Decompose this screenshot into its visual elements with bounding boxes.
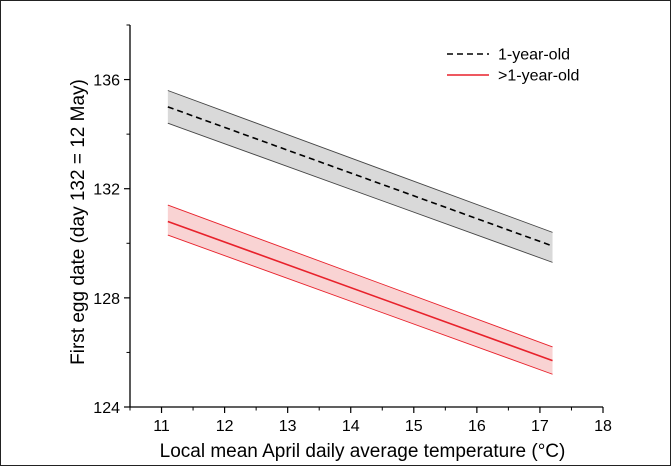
x-tick-label: 14 xyxy=(342,418,360,435)
axes xyxy=(129,25,603,408)
legend: 1-year-old >1-year-old xyxy=(447,47,579,85)
older-than-one-year-ci-lower-line xyxy=(167,234,553,375)
x-tick-label: 12 xyxy=(216,418,234,435)
older-than-one-year-ci-band xyxy=(167,205,553,375)
confidence-bands xyxy=(167,90,553,375)
y-axis-title: First egg date (day 132 = 12 May) xyxy=(68,79,89,365)
tick-marks: 11 12 13 14 15 16 17 18 124 128 132 136 xyxy=(93,24,612,435)
older-than-one-year-ci-upper-line xyxy=(167,204,553,348)
x-axis-title: Local mean April daily average temperatu… xyxy=(160,441,566,462)
one-year-old-ci-upper-line xyxy=(167,90,553,233)
y-tick-label: 124 xyxy=(93,400,120,417)
legend-label-older-than-one-year: >1-year-old xyxy=(498,68,579,85)
one-year-old-ci-lower-line xyxy=(167,122,553,263)
older-than-one-year-fit-line xyxy=(167,220,553,362)
y-tick-label: 128 xyxy=(93,291,120,308)
x-tick-label: 15 xyxy=(405,418,423,435)
series-lines xyxy=(167,106,553,362)
one-year-old-fit-line xyxy=(167,106,553,247)
x-tick-label: 18 xyxy=(594,418,612,435)
x-tick-label: 16 xyxy=(468,418,486,435)
x-tick-label: 13 xyxy=(279,418,297,435)
legend-label-one-year-old: 1-year-old xyxy=(498,47,570,64)
x-tick-label: 11 xyxy=(153,418,170,435)
y-tick-label: 136 xyxy=(93,73,120,90)
y-tick-label: 132 xyxy=(93,182,120,199)
x-tick-label: 17 xyxy=(531,418,549,435)
